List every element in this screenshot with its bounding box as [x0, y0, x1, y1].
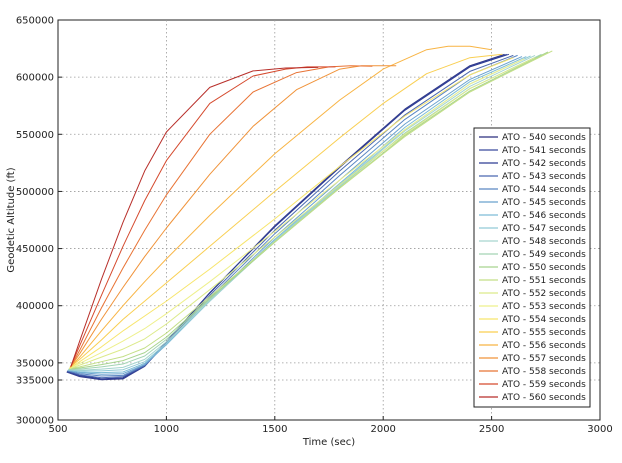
y-tick-label: 400000	[16, 301, 54, 312]
legend-entry: ATO - 555 seconds	[502, 328, 586, 338]
y-tick-label: 335000	[16, 376, 54, 387]
legend-entry: ATO - 550 seconds	[502, 263, 586, 273]
x-tick-label: 500	[48, 424, 67, 435]
legend-entry: ATO - 540 seconds	[502, 133, 586, 143]
axes: 500 1000 1500 2000 2500 3000 300000 335000 35000…	[16, 16, 613, 436]
legend-entry: ATO - 541 seconds	[502, 146, 586, 156]
legend-entry: ATO - 546 seconds	[502, 211, 586, 221]
series-line	[69, 57, 514, 369]
x-tick-label: 2500	[479, 424, 504, 435]
legend: ATO - 540 seconds ATO - 541 seconds ATO - …	[473, 127, 591, 408]
legend-entry: ATO - 548 seconds	[502, 237, 586, 247]
legend-entry: ATO - 547 seconds	[502, 224, 586, 234]
x-tick-label: 2000	[370, 424, 395, 435]
legend-entry: ATO - 560 seconds	[502, 393, 586, 403]
legend-entry: ATO - 559 seconds	[502, 380, 586, 390]
y-tick-label: 550000	[16, 130, 54, 141]
legend-entry: ATO - 549 seconds	[502, 250, 586, 260]
series-line	[68, 54, 536, 371]
series-line	[69, 57, 536, 370]
series-line	[69, 50, 553, 370]
legend-entry: ATO - 553 seconds	[502, 302, 586, 312]
y-tick-label: 450000	[16, 244, 54, 255]
legend-entry: ATO - 551 seconds	[502, 276, 586, 286]
legend-entry: ATO - 543 seconds	[502, 172, 586, 182]
x-tick-label: 1500	[262, 424, 287, 435]
y-axis-label: Geodetic Altitude (ft)	[6, 167, 17, 272]
y-tick-label: 600000	[16, 73, 54, 84]
legend-entry: ATO - 554 seconds	[502, 315, 586, 325]
y-tick-label: 300000	[16, 416, 54, 427]
legend-entry: ATO - 552 seconds	[502, 289, 586, 299]
y-tick-label: 350000	[16, 358, 54, 369]
legend-entry: ATO - 545 seconds	[502, 198, 586, 208]
y-tick-label: 500000	[16, 187, 54, 198]
series-line	[68, 51, 549, 370]
legend-entry: ATO - 558 seconds	[502, 367, 586, 377]
x-axis-label: Time (sec)	[302, 437, 355, 448]
legend-entry: ATO - 542 seconds	[502, 159, 586, 169]
series-line	[69, 45, 492, 368]
legend-entry: ATO - 544 seconds	[502, 185, 586, 195]
x-tick-label: 3000	[587, 424, 612, 435]
legend-entry: ATO - 557 seconds	[502, 354, 586, 364]
series-line	[69, 53, 503, 368]
series-line	[70, 66, 319, 367]
x-tick-label: 1000	[154, 424, 179, 435]
legend-entry: ATO - 556 seconds	[502, 341, 586, 351]
series-lines	[66, 45, 553, 381]
series-line	[69, 58, 525, 369]
series-line	[68, 53, 542, 370]
y-tick-label: 650000	[16, 16, 54, 27]
